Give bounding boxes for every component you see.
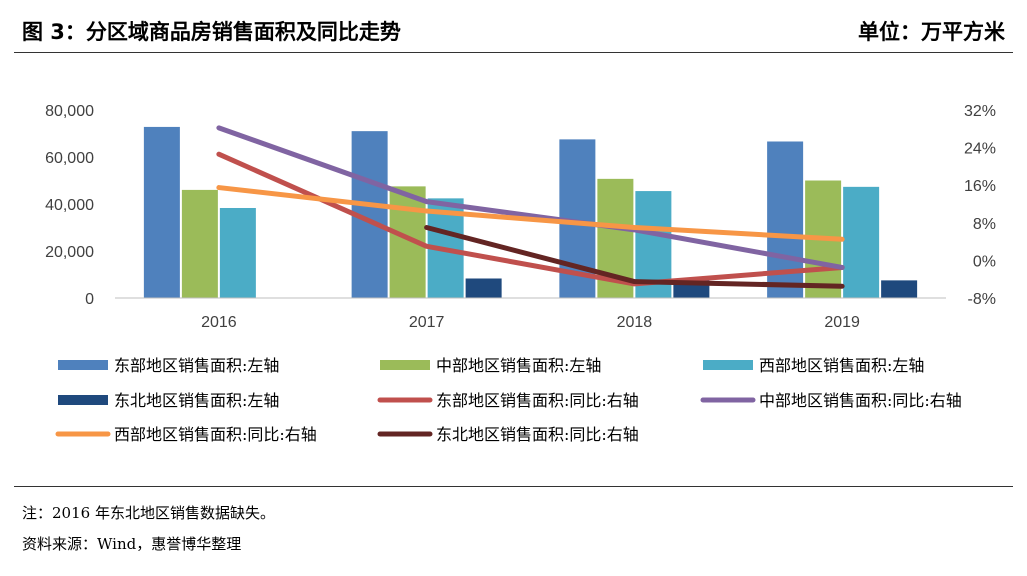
x-axis-tick-label: 2019 <box>824 314 860 331</box>
legend-swatch <box>58 360 108 370</box>
x-axis-tick-label: 2018 <box>617 314 653 331</box>
right-axis-tick-label: 24% <box>964 141 996 158</box>
x-axis-tick-label: 2016 <box>201 314 237 331</box>
source-note: 资料来源：Wind，惠誉博华整理 <box>22 535 242 553</box>
bar <box>465 278 502 298</box>
chart-canvas: 0 20,000 40,000 60,000 80,000 -8% 0% 8% 16% 24% 32… <box>45 103 996 444</box>
legend-swatch <box>380 360 430 370</box>
bar <box>219 207 256 298</box>
x-axis-tick-label: 2017 <box>409 314 445 331</box>
right-axis-tick-label: 8% <box>973 216 996 233</box>
legend-label: 中部地区销售面积:同比:右轴 <box>759 391 962 410</box>
legend-label: 东部地区销售面积:左轴 <box>114 356 279 375</box>
right-axis-tick-label: 32% <box>964 103 996 120</box>
right-axis-tick-label: 0% <box>973 253 996 270</box>
bar <box>181 189 218 298</box>
bar <box>143 126 180 298</box>
legend-swatch <box>58 395 108 405</box>
right-axis-tick-label: -8% <box>968 291 996 308</box>
legend-label: 西部地区销售面积:左轴 <box>759 356 924 375</box>
bottom-divider <box>14 486 1013 487</box>
legend-label: 中部地区销售面积:左轴 <box>436 356 601 375</box>
bar <box>843 186 880 298</box>
footnote: 注：2016 年东北地区销售数据缺失。 <box>22 504 275 522</box>
unit-label: 单位：万平方米 <box>858 20 1005 44</box>
left-axis-tick-label: 60,000 <box>45 150 94 167</box>
left-axis-tick-label: 40,000 <box>45 197 94 214</box>
series-line <box>424 225 845 289</box>
left-axis-tick-label: 80,000 <box>45 103 94 120</box>
bar <box>881 280 918 298</box>
series-line <box>216 125 845 270</box>
right-axis-tick-label: 16% <box>964 178 996 195</box>
top-divider <box>14 52 1013 53</box>
left-axis-tick-label: 20,000 <box>45 244 94 261</box>
legend-label: 东部地区销售面积:同比:右轴 <box>436 391 639 410</box>
legend-swatch <box>703 360 753 370</box>
chart-title: 图 3：分区域商品房销售面积及同比走势 <box>22 20 401 44</box>
legend-label: 东北地区销售面积:同比:右轴 <box>436 425 639 444</box>
left-axis-tick-label: 0 <box>85 291 94 308</box>
legend-label: 西部地区销售面积:同比:右轴 <box>114 425 317 444</box>
series-line <box>216 185 845 242</box>
legend-label: 东北地区销售面积:左轴 <box>114 391 279 410</box>
